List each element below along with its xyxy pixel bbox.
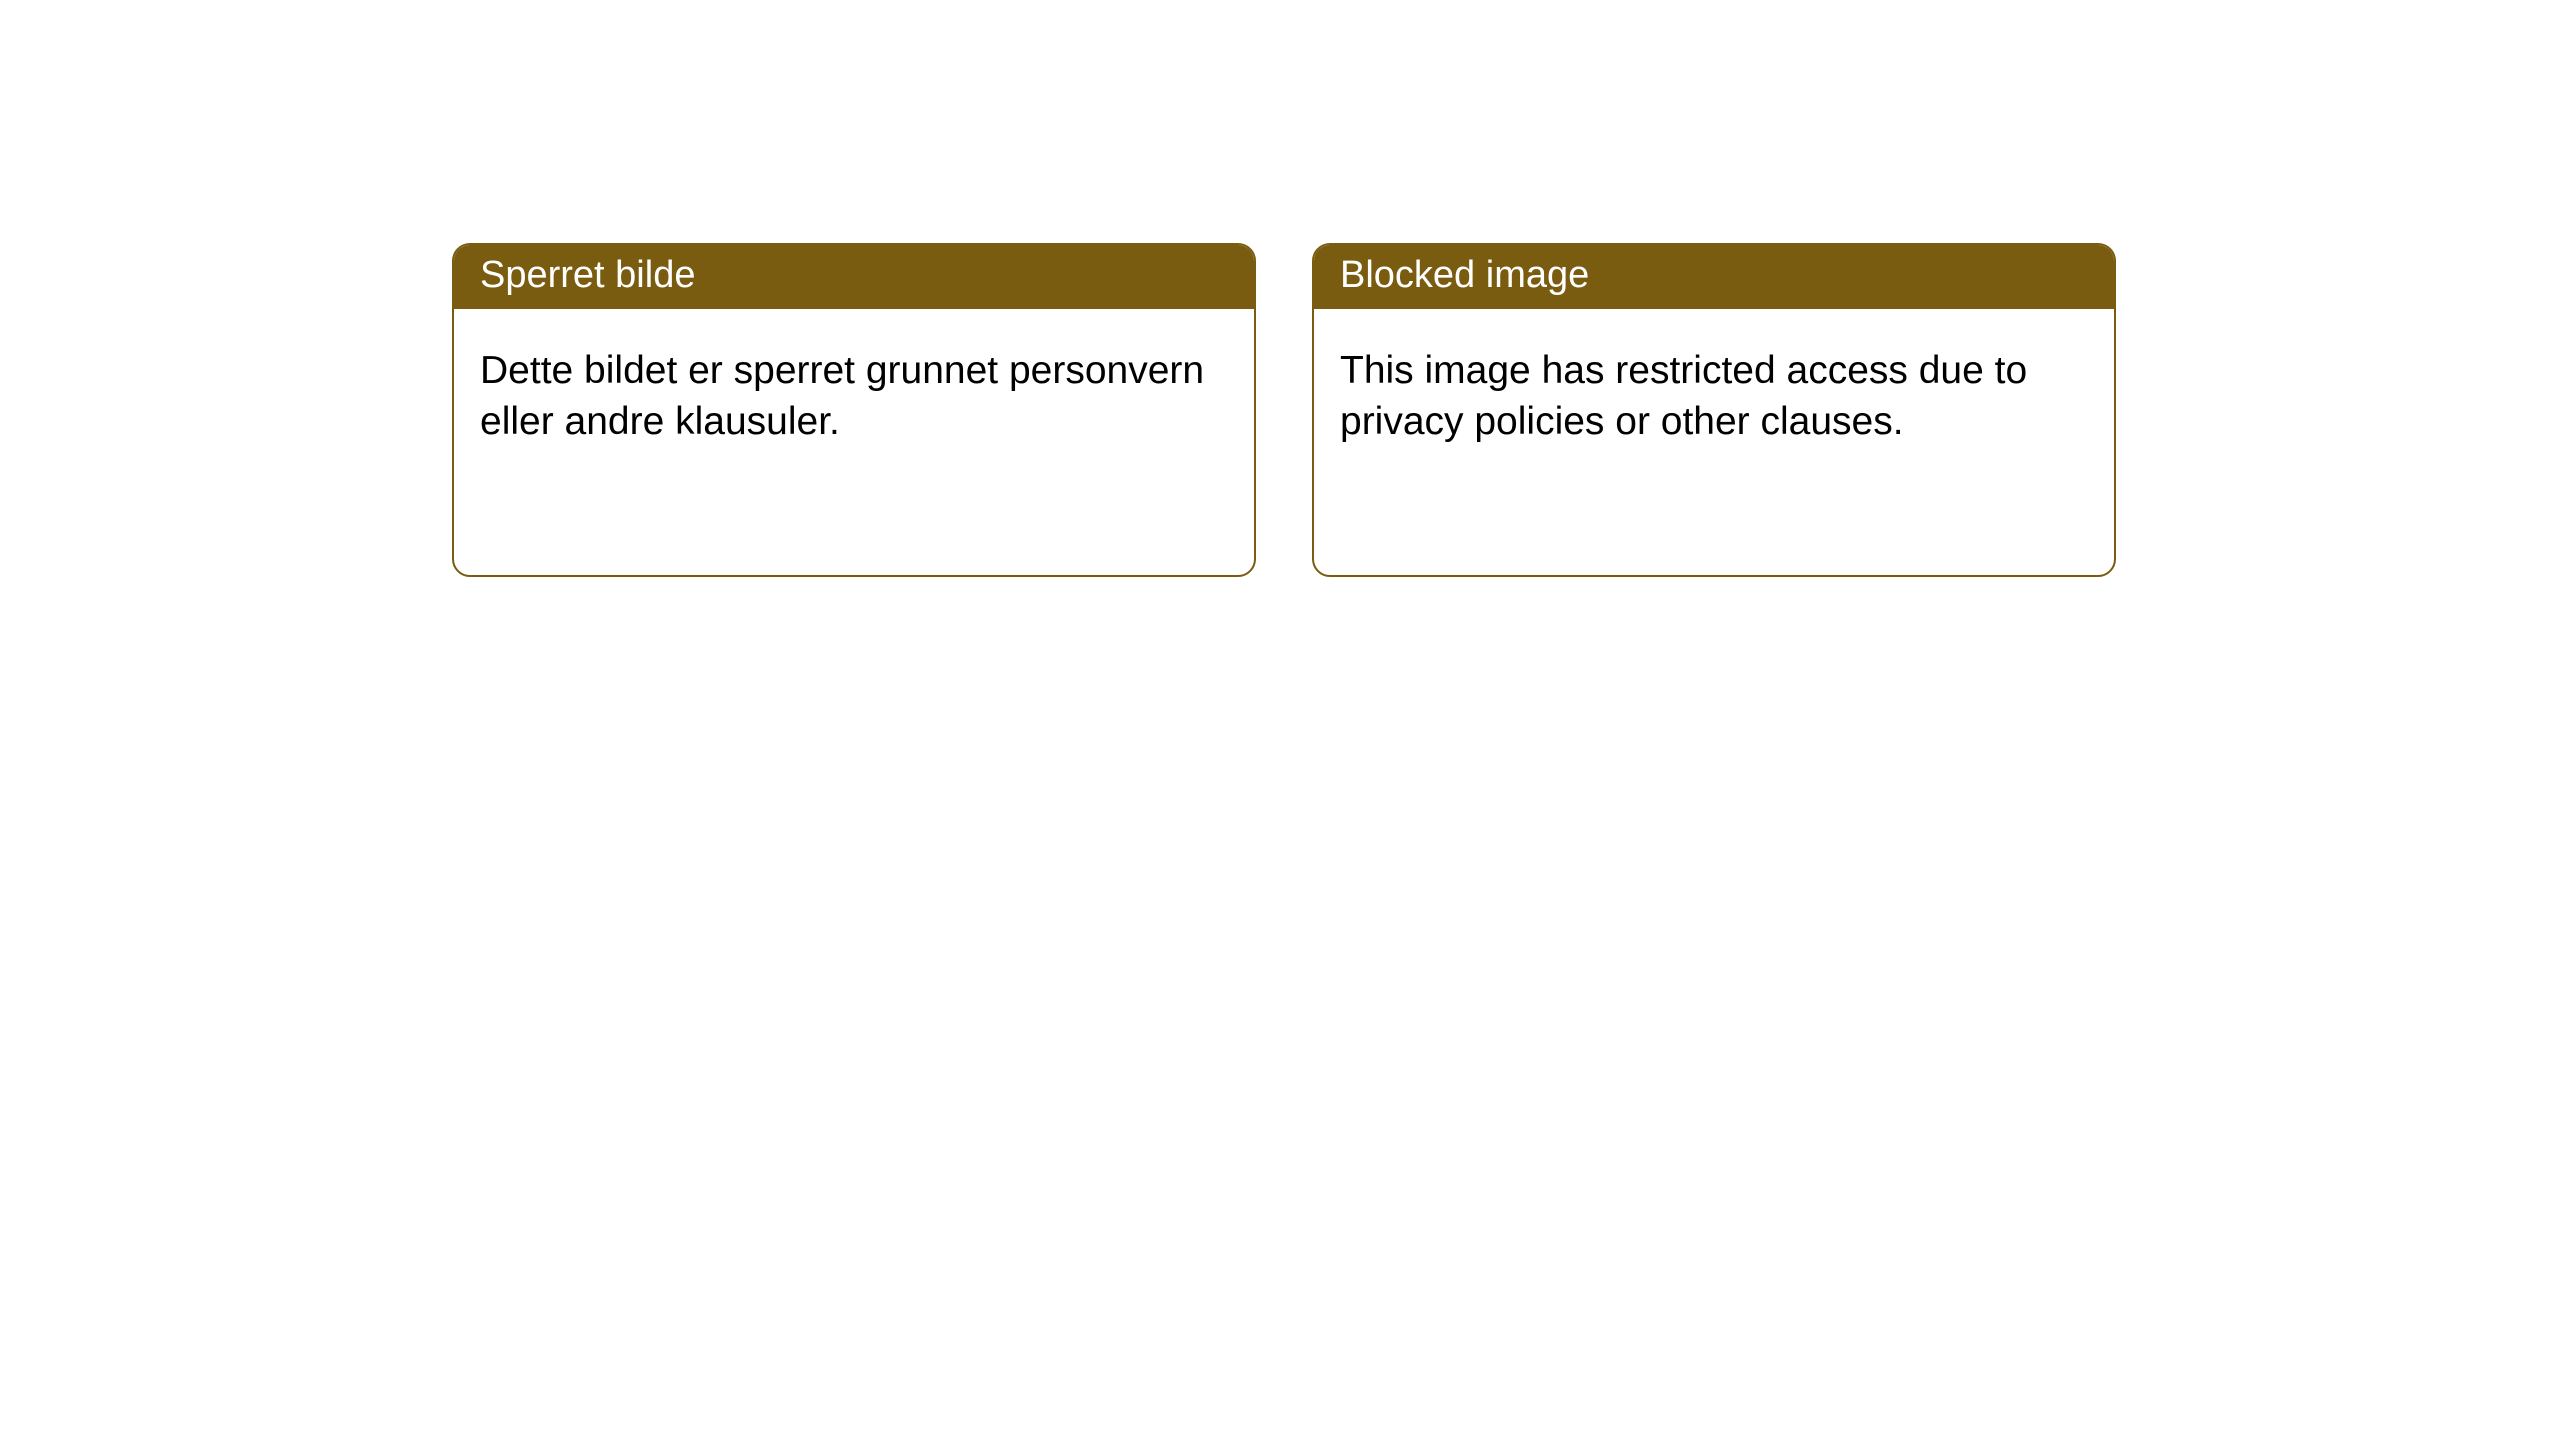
card-header: Sperret bilde xyxy=(454,245,1254,309)
card-header: Blocked image xyxy=(1314,245,2114,309)
card-body: Dette bildet er sperret grunnet personve… xyxy=(454,309,1254,485)
blocked-image-card-norwegian: Sperret bilde Dette bildet er sperret gr… xyxy=(452,243,1256,577)
cards-container: Sperret bilde Dette bildet er sperret gr… xyxy=(0,0,2560,577)
card-body: This image has restricted access due to … xyxy=(1314,309,2114,485)
blocked-image-card-english: Blocked image This image has restricted … xyxy=(1312,243,2116,577)
